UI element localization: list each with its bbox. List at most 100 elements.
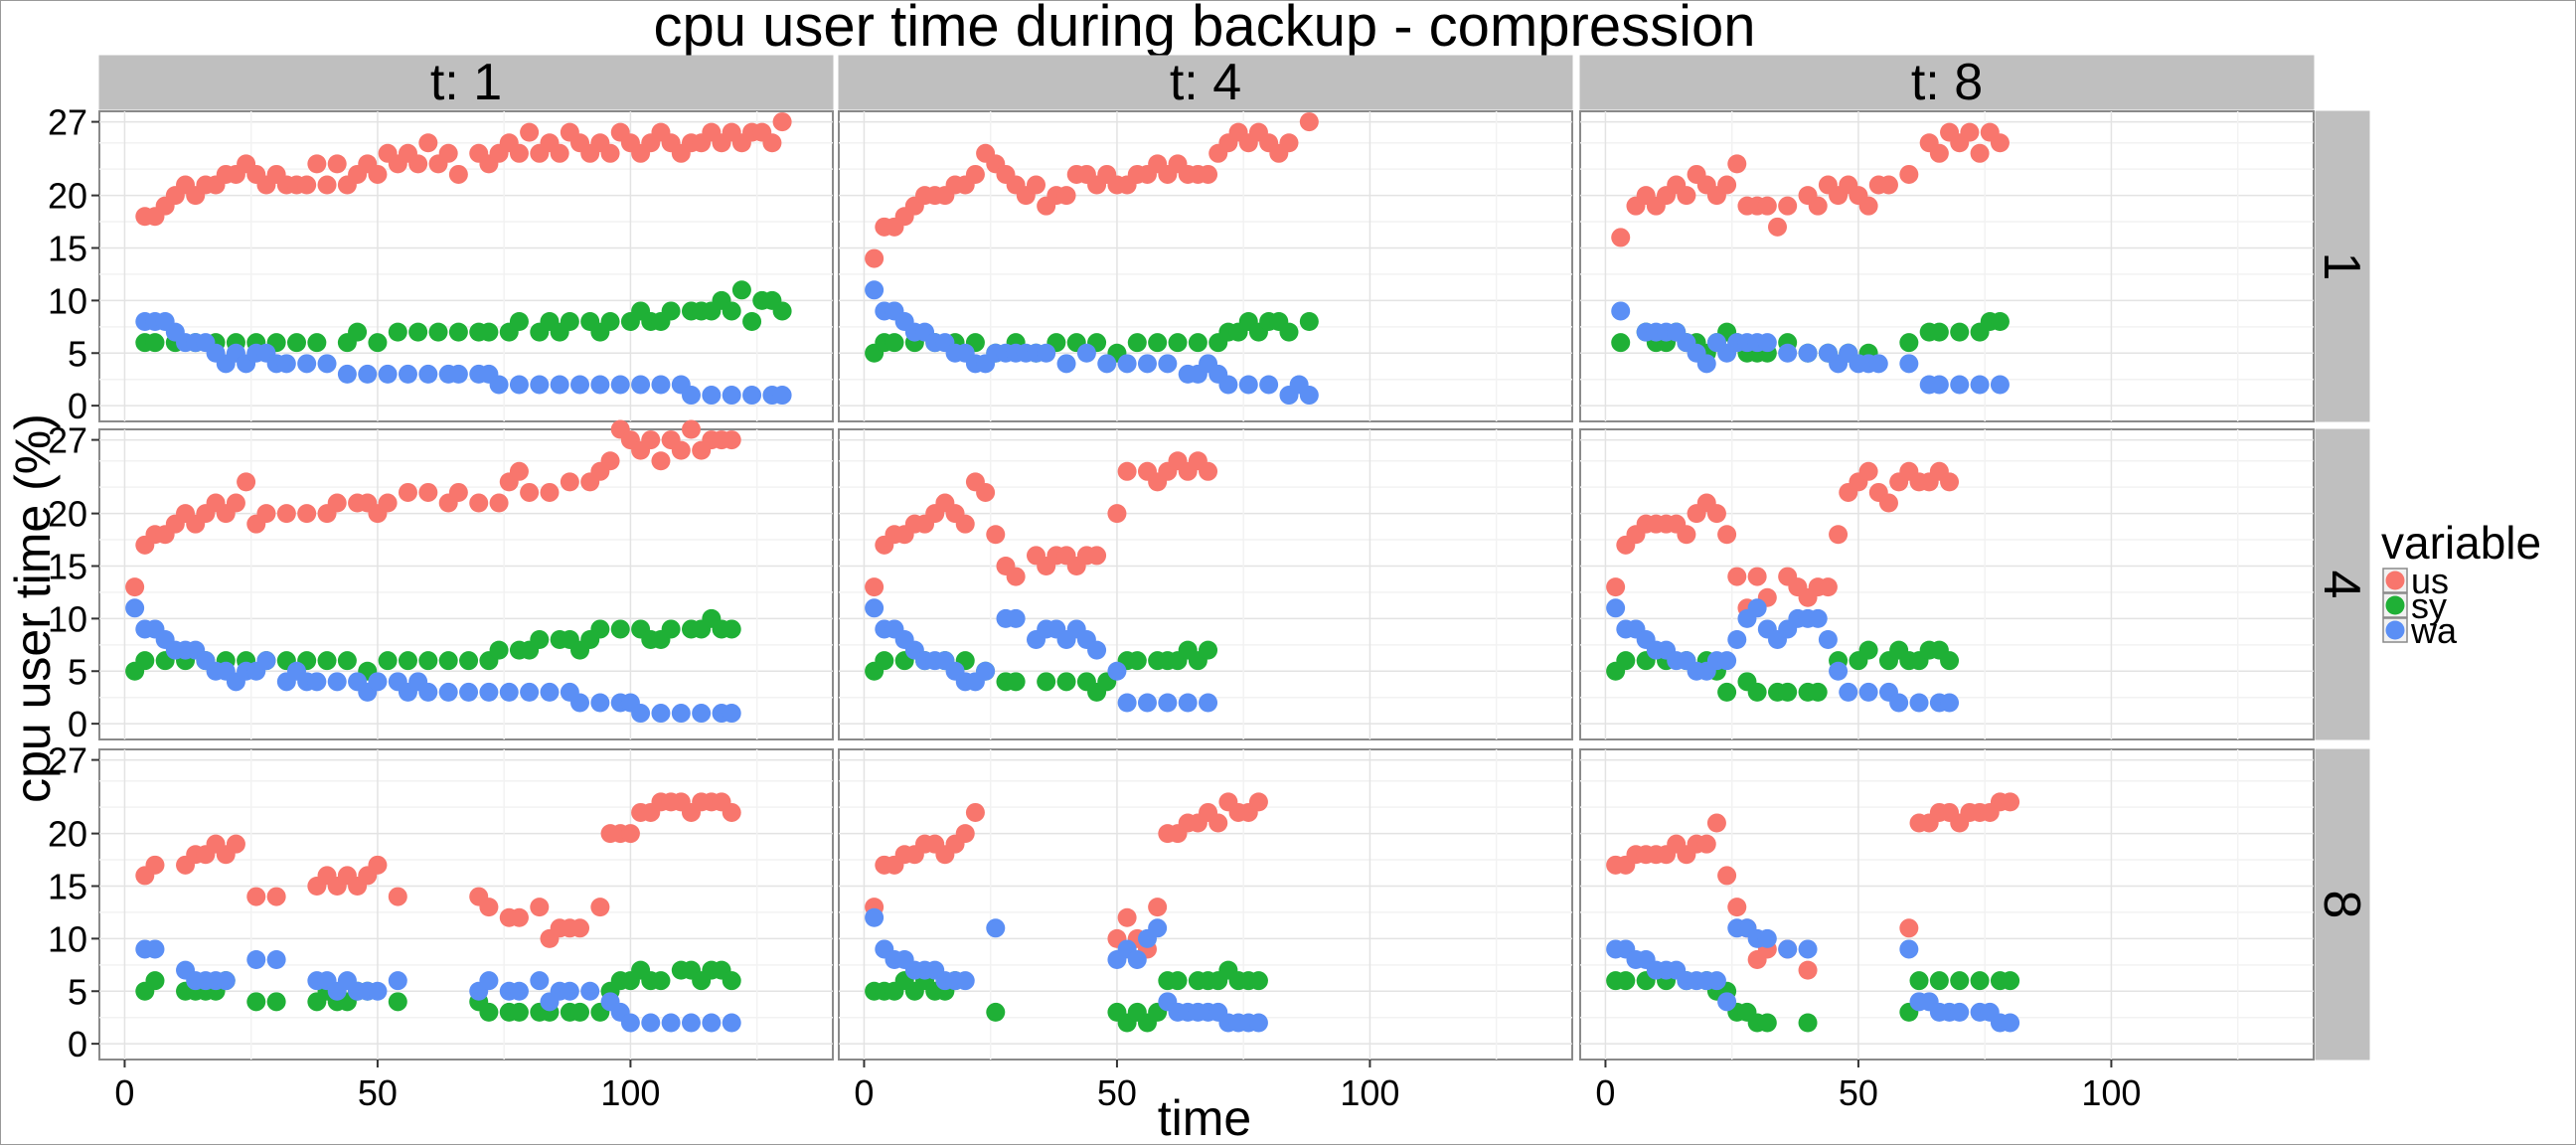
data-point-wa <box>1611 301 1631 321</box>
data-point-us <box>965 802 985 822</box>
data-point-us <box>1990 133 2010 153</box>
data-point-us <box>327 154 347 174</box>
data-point-us <box>489 493 509 513</box>
column-strip-label: t: 4 <box>1170 54 1241 111</box>
data-point-wa <box>246 950 266 970</box>
data-point-wa <box>509 981 529 1001</box>
data-point-sy <box>610 619 630 639</box>
data-point-sy <box>742 312 762 332</box>
data-point-sy <box>337 651 357 671</box>
data-point-us <box>520 482 540 502</box>
data-point-us <box>1727 567 1747 586</box>
y-tick-label: 0 <box>68 386 87 426</box>
data-point-wa <box>661 1013 681 1033</box>
data-point-wa <box>631 375 651 395</box>
data-point-wa <box>1117 354 1137 374</box>
data-point-sy <box>1299 312 1319 332</box>
data-point-sy <box>560 312 579 332</box>
legend-key-us <box>2385 571 2405 590</box>
data-point-us <box>1706 813 1726 833</box>
data-point-us <box>1696 834 1716 854</box>
data-point-sy <box>408 322 428 342</box>
data-point-wa <box>620 1013 640 1033</box>
data-point-wa <box>1006 608 1026 628</box>
data-point-us <box>1899 164 1919 184</box>
data-point-us <box>1677 525 1696 545</box>
data-point-us <box>976 482 996 502</box>
data-point-wa <box>1727 630 1747 650</box>
data-point-us <box>1747 567 1767 586</box>
data-point-us <box>681 419 701 439</box>
y-tick-label: 20 <box>48 176 87 217</box>
data-point-wa <box>702 386 722 406</box>
data-point-us <box>418 482 438 502</box>
data-point-us <box>408 154 428 174</box>
data-point-sy <box>1757 1013 1777 1033</box>
data-point-us <box>1026 175 1046 195</box>
data-point-wa <box>1299 386 1319 406</box>
data-point-us <box>530 898 550 917</box>
data-point-wa <box>1757 928 1777 948</box>
data-point-us <box>651 451 671 471</box>
data-point-wa <box>1706 971 1726 991</box>
data-point-wa <box>1178 693 1198 713</box>
data-point-us <box>865 248 885 268</box>
data-point-us <box>1940 472 1960 492</box>
data-point-wa <box>722 386 741 406</box>
data-point-sy <box>570 1002 590 1022</box>
data-point-us <box>1929 143 1949 163</box>
data-point-wa <box>1889 693 1909 713</box>
data-point-sy <box>489 640 509 660</box>
column-strip-label: t: 1 <box>430 54 502 111</box>
data-point-us <box>1117 907 1137 927</box>
data-point-wa <box>520 682 540 702</box>
data-point-sy <box>722 301 741 321</box>
data-point-us <box>1087 546 1107 566</box>
data-point-wa <box>378 364 398 384</box>
data-point-us <box>1858 196 1878 216</box>
data-point-wa <box>489 375 509 395</box>
data-point-us <box>438 143 458 163</box>
data-point-us <box>1248 792 1268 812</box>
y-tick-label: 15 <box>48 228 87 268</box>
data-point-us <box>986 525 1006 545</box>
data-point-us <box>1107 504 1127 524</box>
x-tick-label: 100 <box>600 1072 660 1113</box>
data-point-sy <box>1778 682 1798 702</box>
data-point-sy <box>448 322 468 342</box>
data-point-sy <box>590 619 610 639</box>
data-point-wa <box>865 598 885 618</box>
data-point-us <box>2001 792 2020 812</box>
data-point-us <box>1606 577 1626 597</box>
row-strip-label: 1 <box>2313 252 2370 281</box>
legend-label: us <box>2411 561 2449 601</box>
column-strip <box>98 55 834 110</box>
data-point-sy <box>348 322 368 342</box>
data-point-wa <box>448 364 468 384</box>
column-strip-label: t: 8 <box>1911 54 1983 111</box>
y-tick-label: 27 <box>48 740 87 781</box>
data-point-wa <box>459 682 479 702</box>
data-point-us <box>1960 122 1980 142</box>
data-point-sy <box>1858 640 1878 660</box>
data-point-us <box>1727 898 1747 917</box>
data-point-sy <box>1798 1013 1818 1033</box>
x-tick-label: 100 <box>2081 1072 2141 1113</box>
data-point-sy <box>1127 333 1147 353</box>
y-tick-label: 15 <box>48 866 87 906</box>
data-point-wa <box>256 651 276 671</box>
data-point-wa <box>125 598 145 618</box>
data-point-sy <box>1616 651 1636 671</box>
data-point-wa <box>570 693 590 713</box>
column-strip <box>1579 55 2315 110</box>
data-point-wa <box>742 386 762 406</box>
data-point-wa <box>580 981 600 1001</box>
data-point-wa <box>1127 950 1147 970</box>
legend-label: sy <box>2411 585 2447 626</box>
data-point-wa <box>1808 608 1828 628</box>
data-point-us <box>560 472 579 492</box>
data-point-sy <box>772 301 792 321</box>
y-tick-label: 0 <box>68 704 87 744</box>
data-point-sy <box>1056 672 1076 692</box>
